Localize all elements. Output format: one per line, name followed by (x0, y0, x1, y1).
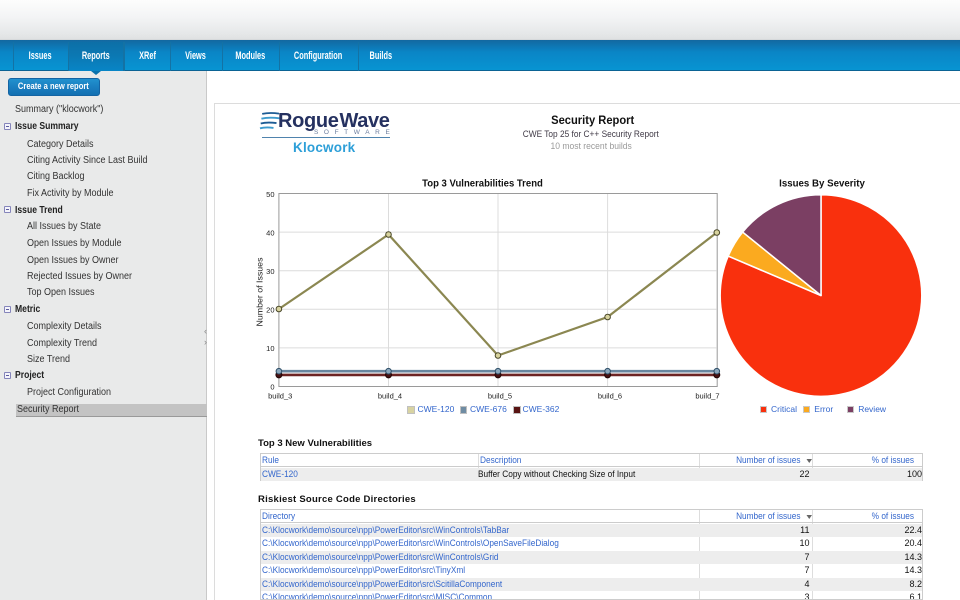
svg-text:10: 10 (266, 344, 274, 353)
svg-text:40: 40 (266, 229, 274, 238)
svg-text:Issues By Severity: Issues By Severity (779, 179, 865, 190)
svg-text:build_5: build_5 (488, 392, 512, 401)
svg-text:30: 30 (266, 267, 274, 276)
svg-text:build_3: build_3 (268, 392, 292, 401)
svg-text:20: 20 (266, 306, 274, 315)
svg-text:build_4: build_4 (378, 392, 402, 401)
svg-text:50: 50 (266, 190, 274, 199)
svg-text:Number of Issues: Number of Issues (255, 258, 265, 327)
svg-text:Top 3 Vulnerabilities Trend: Top 3 Vulnerabilities Trend (422, 179, 543, 190)
svg-text:build_6: build_6 (598, 392, 622, 401)
svg-text:0: 0 (270, 383, 274, 392)
svg-text:build_7: build_7 (695, 392, 719, 401)
